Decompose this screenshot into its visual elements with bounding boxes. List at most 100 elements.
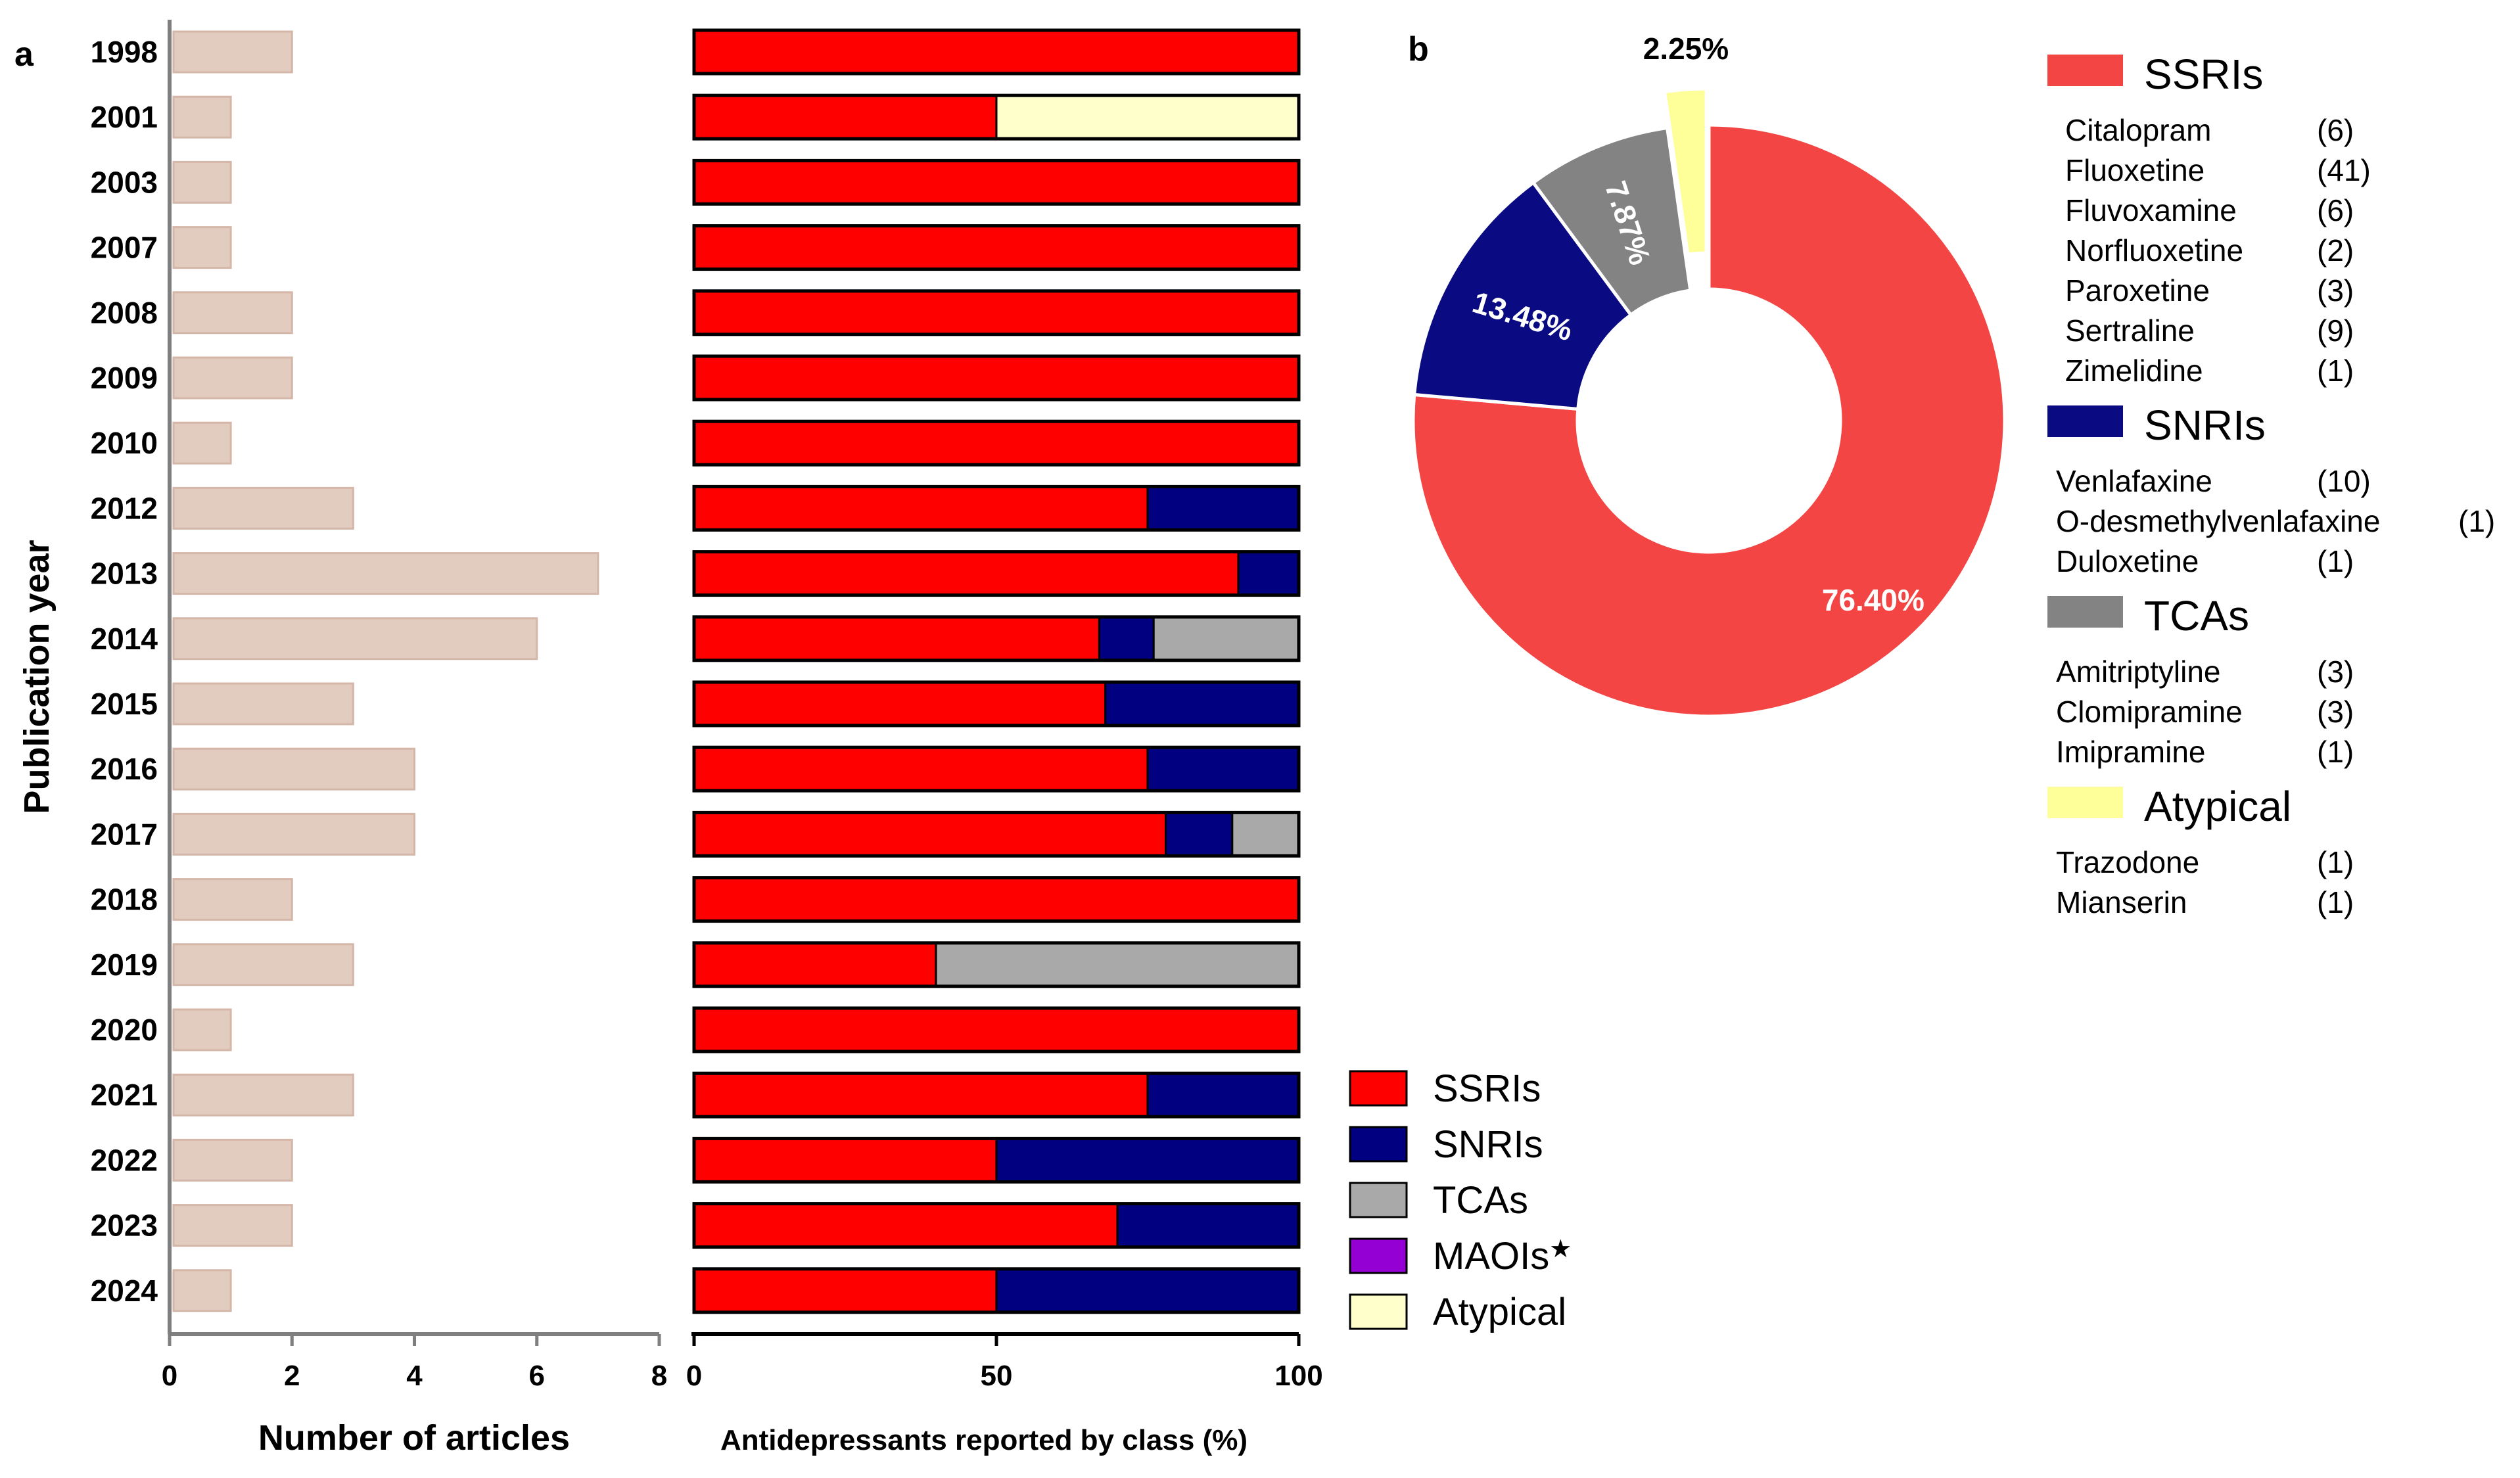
legend-star: ★ bbox=[1549, 1236, 1572, 1263]
donut-label-atypical: 2.25% bbox=[1643, 32, 1729, 66]
class-segment-ssris-2024 bbox=[693, 1268, 998, 1314]
article-bar-2012 bbox=[172, 486, 354, 530]
class-segment-snris-2021 bbox=[1146, 1072, 1300, 1118]
class-segment-tcas-2019 bbox=[935, 942, 1300, 988]
articles-tick-label: 4 bbox=[406, 1360, 423, 1392]
year-label: 2019 bbox=[91, 948, 158, 982]
drug-count: (3) bbox=[2317, 655, 2354, 689]
year-label: 2013 bbox=[91, 557, 158, 591]
article-bar-2022 bbox=[172, 1138, 293, 1182]
class-segment-ssris-2023 bbox=[693, 1203, 1119, 1249]
class-segment-ssris-2022 bbox=[693, 1137, 998, 1183]
article-bar-2014 bbox=[172, 617, 538, 660]
drug-count: (6) bbox=[2317, 113, 2354, 147]
articles-chart: 0 2 4 6 8 Number of articles bbox=[162, 20, 667, 1458]
class-segment-ssris-2020 bbox=[693, 1007, 1300, 1053]
year-label: 2016 bbox=[91, 752, 158, 786]
donut-label-ssris: 76.40% bbox=[1822, 583, 1925, 617]
class-segment-ssris-2010 bbox=[693, 420, 1300, 466]
year-label: 1998 bbox=[91, 35, 158, 69]
donut-slice-snris bbox=[1412, 180, 1633, 411]
articles-tick-label: 8 bbox=[651, 1360, 667, 1392]
article-bar-2021 bbox=[172, 1073, 354, 1117]
articles-tick-label: 2 bbox=[284, 1360, 300, 1392]
class-segment-snris-2014 bbox=[1098, 616, 1155, 662]
drug-name: Fluvoxamine bbox=[2065, 193, 2237, 227]
class-segment-ssris-2001 bbox=[693, 94, 998, 140]
articles-tick-label: 0 bbox=[162, 1360, 177, 1392]
class-bar-outline-1998 bbox=[692, 28, 1301, 76]
drug-count: (3) bbox=[2317, 695, 2354, 729]
drug-class-swatch-ssris bbox=[2047, 55, 2123, 86]
class-segment-ssris-2007 bbox=[693, 225, 1300, 271]
class-bar-outline-2001 bbox=[692, 93, 1301, 141]
class-bar-outline-2003 bbox=[692, 158, 1301, 206]
drug-count: (1) bbox=[2317, 845, 2354, 879]
drug-name: Norfluoxetine bbox=[2065, 233, 2243, 267]
article-bar-2009 bbox=[172, 356, 293, 400]
panel-b-label: b bbox=[1408, 30, 1429, 68]
article-bar-2020 bbox=[172, 1008, 232, 1051]
legend-label-maois: MAOIs★ bbox=[1433, 1235, 1572, 1278]
class-bar-outline-2016 bbox=[692, 745, 1301, 793]
class-segment-snris-2022 bbox=[995, 1137, 1300, 1183]
class-tick-label: 100 bbox=[1274, 1360, 1322, 1392]
class-segment-ssris-2013 bbox=[693, 551, 1240, 597]
donut-slice-tcas bbox=[1531, 126, 1692, 317]
articles-tick-label: 6 bbox=[529, 1360, 545, 1392]
class-segment-snris-2016 bbox=[1146, 746, 1300, 792]
drug-name: Citalopram bbox=[2065, 113, 2211, 147]
class-segment-snris-2017 bbox=[1165, 811, 1234, 857]
drug-name: Venlafaxine bbox=[2056, 464, 2212, 498]
class-bar-outline-2021 bbox=[692, 1071, 1301, 1119]
legend-swatch-snris bbox=[1349, 1126, 1408, 1163]
article-bar-2003 bbox=[172, 160, 232, 204]
article-bar-2015 bbox=[172, 682, 354, 726]
class-segment-snris-2015 bbox=[1104, 681, 1300, 727]
class-segment-ssris-2016 bbox=[693, 746, 1149, 792]
drug-count: (9) bbox=[2317, 313, 2354, 348]
year-label: 2024 bbox=[91, 1274, 158, 1308]
class-segment-snris-2024 bbox=[995, 1268, 1300, 1314]
year-label: 2008 bbox=[91, 296, 158, 330]
class-bar-outline-2022 bbox=[692, 1136, 1301, 1184]
year-label: 2020 bbox=[91, 1013, 158, 1047]
class-bar-outline-2018 bbox=[692, 876, 1301, 923]
class-bar-outline-2010 bbox=[692, 419, 1301, 467]
year-label: 2021 bbox=[91, 1078, 158, 1112]
legend-swatch-tcas bbox=[1349, 1182, 1408, 1218]
class-segment-ssris-1998 bbox=[693, 29, 1300, 75]
year-label: 2009 bbox=[91, 361, 158, 395]
articles-x-axis-title: Number of articles bbox=[258, 1418, 570, 1458]
article-bar-2017 bbox=[172, 812, 415, 856]
class-segment-snris-2012 bbox=[1146, 485, 1300, 531]
class-bar-outline-2013 bbox=[692, 550, 1301, 597]
class-bar-outline-2019 bbox=[692, 941, 1301, 988]
class-segment-ssris-2003 bbox=[693, 159, 1300, 205]
article-bar-2024 bbox=[172, 1269, 232, 1312]
drug-name: Mianserin bbox=[2056, 885, 2187, 919]
article-bar-2016 bbox=[172, 747, 415, 791]
class-tick-label: 0 bbox=[686, 1360, 702, 1392]
year-label: 2007 bbox=[91, 231, 158, 265]
legend-swatch-atypical bbox=[1349, 1293, 1408, 1330]
donut-chart: 76.40%13.48%7.87%2.25% bbox=[1411, 32, 2007, 718]
class-bar-outline-2020 bbox=[692, 1006, 1301, 1053]
drug-class-heading-atypical: Atypical bbox=[2144, 783, 2291, 830]
class-segment-atypical-2001 bbox=[995, 94, 1300, 140]
donut-slice-ssris bbox=[1411, 123, 2007, 718]
drug-class-swatch-snris bbox=[2047, 405, 2123, 437]
class-bar-outline-2015 bbox=[692, 680, 1301, 727]
class-legend: SSRIs SNRIs TCAs MAOIs★ Atypical bbox=[1349, 1067, 1572, 1333]
drug-name: Paroxetine bbox=[2065, 273, 2210, 308]
legend-swatch-maois bbox=[1349, 1237, 1408, 1274]
class-segment-ssris-2009 bbox=[693, 355, 1300, 401]
class-segment-snris-2023 bbox=[1116, 1203, 1300, 1249]
drug-class-swatch-atypical bbox=[2047, 787, 2123, 818]
drug-legend: SSRIs Citalopram (6) Fluoxetine (41) Fluvoxam… bbox=[2047, 51, 2495, 919]
legend-label-snris: SNRIs bbox=[1433, 1123, 1543, 1166]
drug-class-heading-snris: SNRIs bbox=[2144, 402, 2266, 449]
class-segment-snris-2013 bbox=[1237, 551, 1300, 597]
drug-count: (1) bbox=[2317, 885, 2354, 919]
